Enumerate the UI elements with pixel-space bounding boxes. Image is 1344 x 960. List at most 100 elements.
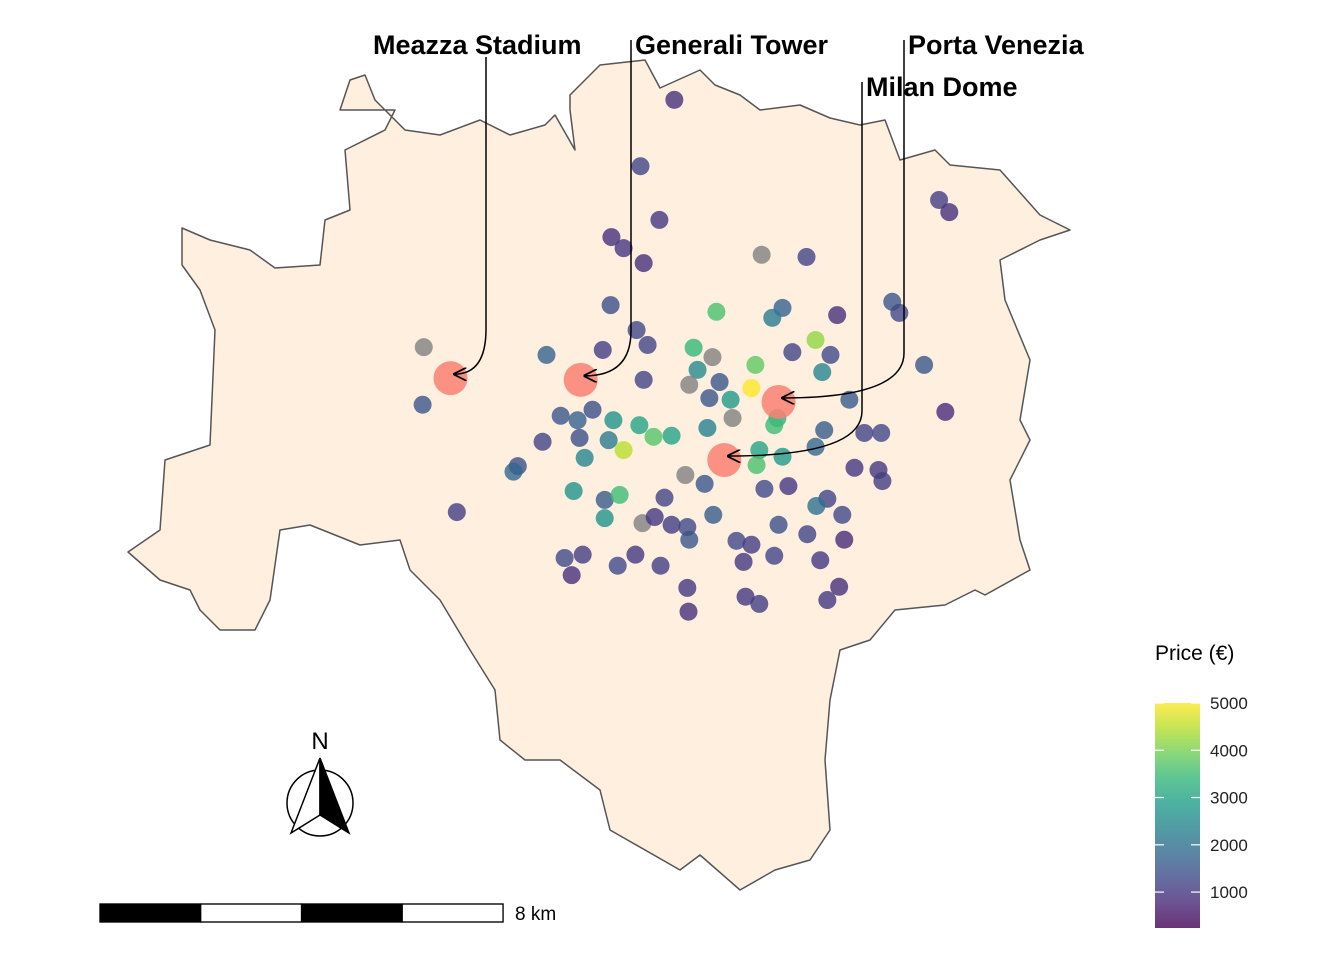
listing-point xyxy=(679,602,698,621)
listing-point xyxy=(627,321,646,340)
listing-point xyxy=(872,423,891,442)
north-label: N xyxy=(311,728,328,755)
landmark-point xyxy=(563,362,598,397)
listing-point xyxy=(807,496,826,515)
scale-segment xyxy=(200,903,303,923)
listing-point xyxy=(828,306,847,325)
listing-point xyxy=(695,474,714,493)
landmark-arrow xyxy=(585,40,632,376)
listing-point xyxy=(736,587,755,606)
listing-point xyxy=(769,515,788,534)
listing-point xyxy=(840,390,859,409)
listing-point xyxy=(568,411,587,430)
listing-point xyxy=(752,245,771,264)
landmark-label: Generali Tower xyxy=(635,30,829,60)
listing-point xyxy=(700,389,719,408)
listing-point xyxy=(413,395,432,414)
colorbar: Price (€) 1000 2000 3000 4000 5000 xyxy=(1155,642,1248,928)
listing-point xyxy=(651,556,670,575)
colorbar-tick-label: 1000 xyxy=(1210,883,1248,902)
listing-point xyxy=(583,400,602,419)
listing-point xyxy=(873,472,892,491)
listing-point xyxy=(601,296,620,315)
listing-point xyxy=(564,482,583,501)
listing-point xyxy=(680,530,699,549)
listing-point xyxy=(593,340,612,359)
listing-point xyxy=(537,345,556,364)
listing-point xyxy=(747,456,766,475)
landmark-arrow xyxy=(783,40,905,398)
listing-point xyxy=(798,525,817,544)
listing-point xyxy=(806,330,825,349)
listing-point xyxy=(806,437,825,456)
north-arrow: N xyxy=(286,728,354,837)
listing-point xyxy=(630,416,649,435)
listing-point xyxy=(783,343,802,362)
listing-point xyxy=(936,402,955,421)
landmark-arrow xyxy=(728,82,863,456)
listing-point xyxy=(721,390,740,409)
landmark-layer: Meazza Stadium Generali Tower Porta Venezi… xyxy=(373,30,1085,478)
listing-point xyxy=(750,441,769,460)
listing-point xyxy=(447,503,466,522)
city-boundary xyxy=(127,59,1071,891)
listing-point xyxy=(645,508,664,527)
listing-point xyxy=(765,546,784,565)
landmark-point xyxy=(761,384,796,419)
listing-point xyxy=(595,490,614,509)
listing-point xyxy=(610,485,629,504)
listing-point xyxy=(684,338,703,357)
listing-point xyxy=(678,578,697,597)
listing-point xyxy=(562,566,581,585)
scale-bar: 8 km xyxy=(99,903,556,925)
landmark-label: Porta Venezia xyxy=(908,30,1085,60)
colorbar-tick-label: 2000 xyxy=(1210,836,1248,855)
listing-point xyxy=(815,421,834,440)
landmark-point xyxy=(707,443,742,478)
listing-point xyxy=(608,556,627,575)
scale-segment xyxy=(300,903,403,923)
listing-point xyxy=(604,411,623,430)
listing-point xyxy=(763,308,782,327)
listing-point xyxy=(855,423,874,442)
listing-layer xyxy=(413,90,959,621)
listing-point xyxy=(755,479,774,498)
listing-point xyxy=(890,303,909,322)
colorbar-ramp xyxy=(1155,703,1200,928)
listing-point xyxy=(575,448,594,467)
listing-point xyxy=(915,355,934,374)
listing-point xyxy=(414,338,433,357)
listing-point xyxy=(595,509,614,528)
listing-point xyxy=(698,418,717,437)
listing-point xyxy=(631,157,650,176)
listing-point xyxy=(555,549,574,567)
listing-point xyxy=(773,447,792,466)
listing-point xyxy=(813,363,832,382)
listing-point xyxy=(626,545,645,564)
listing-point xyxy=(533,432,552,451)
listing-point xyxy=(779,477,798,496)
listing-point xyxy=(797,247,816,266)
colorbar-tick-label: 4000 xyxy=(1210,741,1248,760)
landmark-arrow xyxy=(455,57,487,374)
listing-point xyxy=(940,203,959,222)
listing-point xyxy=(710,373,729,392)
listing-point xyxy=(688,360,707,379)
listing-point xyxy=(504,462,523,481)
listing-point xyxy=(818,591,837,610)
listing-point xyxy=(750,594,769,613)
scale-label: 8 km xyxy=(515,904,556,925)
listing-point xyxy=(614,441,633,460)
listing-point xyxy=(680,375,699,394)
landmark-label: Milan Dome xyxy=(866,72,1018,102)
listing-point xyxy=(599,431,618,450)
listing-point xyxy=(573,545,592,564)
listing-point xyxy=(634,254,653,273)
landmark-point xyxy=(433,361,468,396)
listing-point xyxy=(742,379,761,398)
listing-point xyxy=(551,406,570,425)
listing-point xyxy=(746,355,765,374)
colorbar-tick-label: 3000 xyxy=(1210,789,1248,808)
listing-point xyxy=(821,345,840,364)
